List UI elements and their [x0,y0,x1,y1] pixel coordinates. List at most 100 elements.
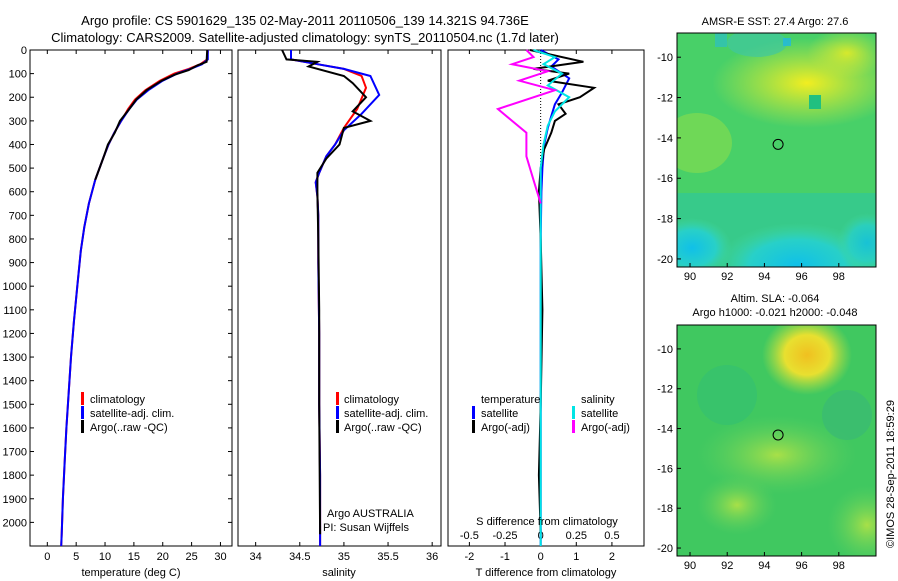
salinity-legend: climatology satellite-adj. clim. Argo(..… [336,392,428,434]
sla-map-frame [676,324,877,557]
x-tick-label: 1 [573,551,579,563]
latitude-tick-label: -14 [657,133,673,145]
t-difference-xlabel: T difference from climatology [476,567,617,579]
series-argo-raw-qc [281,49,374,535]
y-tick-label: 1200 [3,328,27,340]
x-tick-label: 20 [157,551,169,563]
x-tick-label: 2 [609,551,615,563]
temperature-diff-legend: temperature satellite Argo(-adj) [472,394,540,434]
latitude-tick-label: -20 [657,254,673,266]
legend-climatology: climatology [344,394,400,406]
series-argo-raw-qc [94,49,209,181]
series-temperature-argo-adj [529,49,597,535]
legend-argo: Argo(..raw -QC) [344,422,422,434]
figure-title-line1: Argo profile: CS 5901629_135 02-May-2011… [81,13,529,28]
sst-field [677,33,876,267]
legend-swatch-satellite [336,406,339,419]
y-tick-label: 1300 [3,352,27,364]
y-tick-label: 600 [9,187,27,199]
y-tick-label: 0 [21,45,27,57]
s-tick-label: -0.5 [460,530,479,542]
legend-swatch-climatology [81,392,84,405]
salinity-profiles [281,49,381,546]
longitude-tick-label: 98 [833,560,845,572]
difference-axes-box [447,49,645,547]
latitude-tick-label: -18 [657,214,673,226]
x-tick-label: 25 [185,551,197,563]
sst-map-frame [676,32,877,268]
sst-longitude-tick-labels: 90 92 94 96 98 [684,263,845,283]
x-tick-label: 0 [538,551,544,563]
legend-satellite-adj: satellite-adj. clim. [344,408,428,420]
y-tick-label: 1600 [3,423,27,435]
y-tick-label: 1900 [3,494,27,506]
s-tick-label: -0.25 [492,530,517,542]
sst-map-title: AMSR-E SST: 27.4 Argo: 27.6 [702,16,849,28]
imos-footer: ©IMOS 28-Sep-2011 18:59:29 [885,400,897,548]
latitude-tick-label: -20 [657,543,673,555]
longitude-tick-label: 98 [833,271,845,283]
legend-temperature-argo: Argo(-adj) [481,422,530,434]
series-salinity-satellite [533,49,571,546]
legend-swatch-satellite [472,406,475,419]
legend-swatch-argo [336,420,339,433]
temperature-tick-labels: 0 5 10 15 20 25 30 [44,50,227,563]
latitude-tick-label: -10 [657,52,673,64]
salinity-tick-labels: 34 34.5 35 35.5 36 [250,50,438,563]
legend-swatch-climatology [336,392,339,405]
y-tick-label: 1500 [3,399,27,411]
s-tick-label: 0.5 [604,530,619,542]
x-tick-label: 30 [214,551,226,563]
sla-latitude-tick-labels: -10 -12 -14 -16 -18 -20 [657,344,681,555]
y-tick-label: 200 [9,92,27,104]
x-tick-label: -1 [500,551,510,563]
latitude-tick-label: -16 [657,463,673,475]
longitude-tick-label: 90 [684,560,696,572]
y-tick-label: 2000 [3,517,27,529]
x-tick-label: 35.5 [377,551,398,563]
temperature-panel: 0100200300400500600700800900100011001200… [3,45,233,579]
legend-satellite-adj: satellite-adj. clim. [90,408,174,420]
x-tick-label: 36 [426,551,438,563]
y-tick-label: 1000 [3,281,27,293]
y-tick-label: 400 [9,139,27,151]
y-tick-label: 700 [9,210,27,222]
salinity-diff-legend: salinity satellite Argo(-adj) [572,394,630,434]
latitude-tick-label: -12 [657,93,673,105]
latitude-tick-label: -12 [657,384,673,396]
s-difference-tick-labels: -0.5-0.2500.250.5 [460,530,620,542]
y-tick-label: 800 [9,234,27,246]
y-tick-label: 1100 [3,305,27,317]
s-tick-label: 0.25 [566,530,587,542]
float-info-line1: Argo AUSTRALIA [327,508,414,520]
latitude-tick-label: -18 [657,503,673,515]
sla-map-title-line2: Argo h1000: -0.021 h2000: -0.048 [692,307,857,319]
latitude-tick-label: -14 [657,424,673,436]
float-position-marker [772,429,784,441]
y-tick-label: 1700 [3,447,27,459]
salinity-axes-box [237,49,442,547]
salinity-xlabel: salinity [322,567,356,579]
longitude-tick-label: 96 [795,560,807,572]
latitude-tick-label: -16 [657,173,673,185]
legend-swatch-salinity-satellite [572,406,575,419]
y-tick-label: 900 [9,258,27,270]
longitude-tick-label: 90 [684,271,696,283]
legend-salinity-title: salinity [581,394,615,406]
longitude-tick-label: 94 [758,560,770,572]
legend-salinity-argo: Argo(-adj) [581,422,630,434]
float-position-marker [772,138,784,150]
sla-longitude-tick-labels: 90 92 94 96 98 [684,552,845,572]
salinity-panel: 34 34.5 35 35.5 36 salinity climatology sate… [237,49,442,579]
s-difference-xlabel: S difference from climatology [476,516,618,528]
sla-map-title-line1: Altim. SLA: -0.064 [731,293,820,305]
difference-profiles [495,49,597,546]
y-tick-label: 500 [9,163,27,175]
legend-swatch-salinity-argo [572,420,575,433]
y-tick-label: 300 [9,116,27,128]
legend-salinity-satellite: satellite [581,408,618,420]
x-tick-label: -2 [464,551,474,563]
longitude-tick-label: 94 [758,271,770,283]
